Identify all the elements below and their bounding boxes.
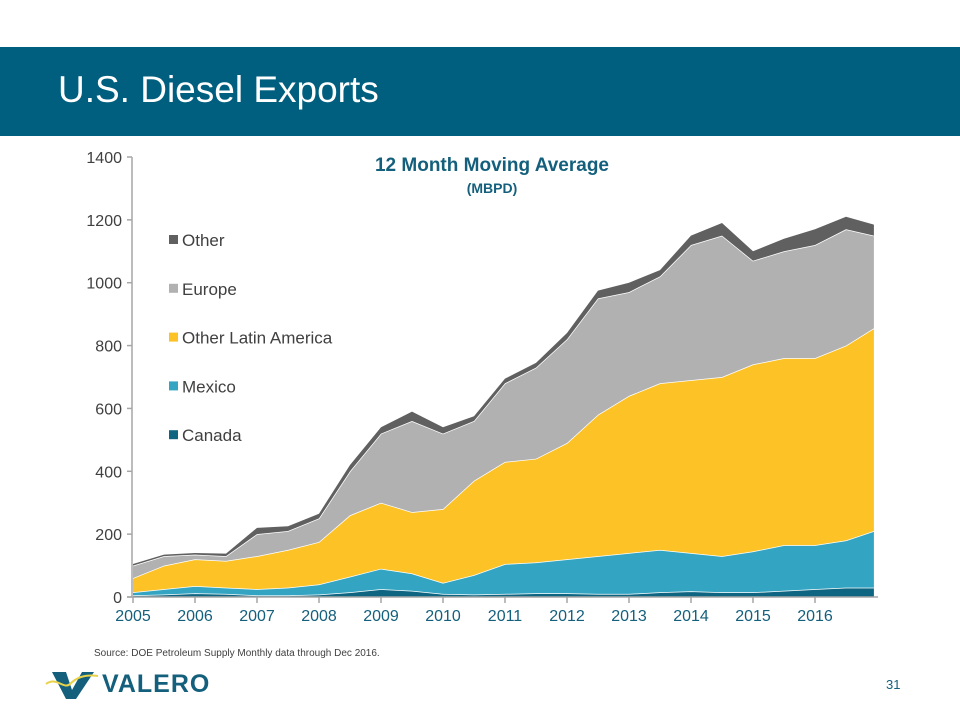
source-note: Source: DOE Petroleum Supply Monthly dat… [94, 648, 380, 659]
chart-areas [132, 216, 875, 597]
x-tick-label: 2016 [797, 608, 833, 625]
x-tick-label: 2011 [488, 608, 523, 625]
x-tick-label: 2015 [735, 608, 771, 625]
x-tick-label: 2008 [301, 608, 337, 625]
x-tick-label: 2006 [177, 608, 213, 625]
chart-subtitle: (MBPD) [467, 180, 518, 196]
y-tick-label: 800 [95, 339, 122, 356]
area-europe [133, 229, 874, 579]
y-tick-label: 600 [95, 401, 122, 418]
page-title: U.S. Diesel Exports [58, 69, 379, 110]
y-tick-label: 1000 [86, 276, 122, 293]
x-tick-labels: 2005 2006 2007 2008 2009 2010 2011 2012 2013 2014… [115, 608, 833, 625]
chart-title: 12 Month Moving Average [375, 155, 609, 176]
area-other-latin-america [133, 328, 874, 593]
logo-text: VALERO [102, 670, 211, 698]
x-tick-label: 2007 [239, 608, 275, 625]
legend-swatch-canada [169, 430, 178, 440]
y-tick-labels: 0 200 400 600 800 1000 1200 1400 [86, 150, 122, 607]
legend-label-europe: Europe [182, 280, 237, 299]
y-tick-label: 200 [95, 527, 122, 544]
legend-swatch-other [169, 235, 178, 244]
x-tick-label: 2013 [611, 608, 647, 625]
title-bar: U.S. Diesel Exports [0, 47, 960, 136]
page-number: 31 [886, 677, 901, 692]
x-tick-label: 2012 [549, 608, 585, 625]
valero-v-icon [45, 672, 99, 699]
x-tick-label: 2014 [673, 608, 709, 625]
x-tick-label: 2005 [115, 608, 151, 625]
legend: Other Europe Other Latin America Mexico Cana… [169, 231, 333, 445]
legend-label-mexico: Mexico [182, 377, 236, 396]
valero-logo: VALERO [44, 670, 224, 700]
x-tick-label: 2010 [425, 608, 461, 625]
chart-axes [127, 156, 878, 603]
x-tick-label: 2009 [363, 608, 399, 625]
y-tick-label: 400 [95, 464, 122, 481]
legend-swatch-other-latin-america [169, 332, 178, 342]
area-mexico [133, 531, 874, 596]
y-tick-label: 1200 [86, 213, 122, 230]
legend-swatch-europe [169, 283, 178, 293]
y-tick-label: 1400 [86, 150, 122, 167]
legend-swatch-mexico [169, 381, 178, 391]
legend-label-other-latin-america: Other Latin America [182, 329, 333, 348]
legend-label-canada: Canada [182, 426, 242, 445]
legend-label-other: Other [182, 231, 225, 250]
y-tick-label: 0 [113, 590, 122, 607]
